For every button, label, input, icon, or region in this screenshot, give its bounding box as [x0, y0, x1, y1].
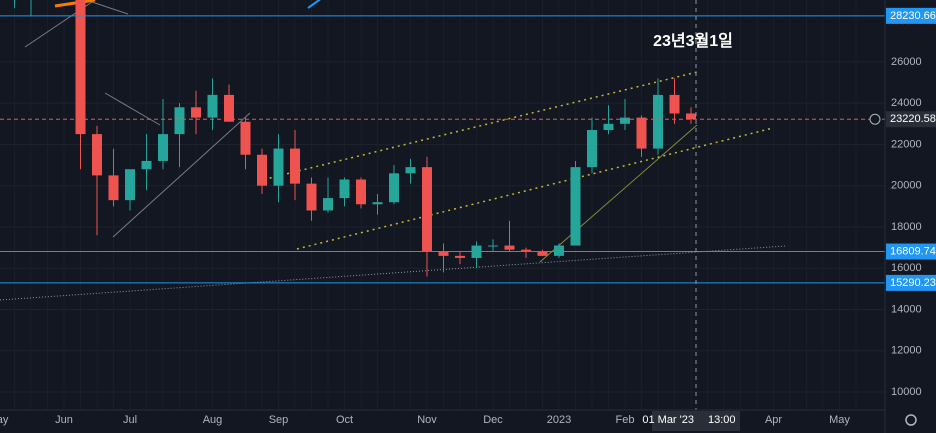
candle-body — [141, 160, 152, 170]
x-tick-label: Feb — [616, 414, 635, 426]
candle-body — [669, 94, 680, 114]
trend-line — [539, 124, 698, 263]
candle-body — [438, 251, 449, 256]
candle-body — [207, 94, 218, 118]
candle-body — [537, 251, 548, 256]
candle-body — [306, 183, 317, 211]
candle-body — [603, 123, 614, 130]
annotation: 23년3월1일 — [653, 31, 733, 50]
level-label: 16809.74 — [890, 245, 936, 257]
drawings — [0, 0, 786, 301]
arrow — [307, 0, 321, 9]
level-label-box — [886, 7, 936, 24]
y-tick-label: 22000 — [891, 138, 922, 150]
x-tick-label: May — [829, 414, 850, 426]
y-tick-label: 16000 — [891, 262, 922, 274]
x-tick-label: Oct — [336, 414, 353, 426]
candle-body — [191, 107, 201, 118]
candle-body — [356, 179, 366, 205]
channel-line — [296, 127, 774, 250]
candle-body — [389, 173, 399, 203]
add-alert-icon[interactable] — [869, 113, 881, 125]
trend-line — [91, 1, 129, 15]
candle-body — [323, 198, 333, 211]
x-tick-label: Nov — [417, 414, 437, 426]
candle-body — [422, 167, 432, 252]
candle-body — [636, 117, 647, 149]
candle-body — [174, 107, 185, 135]
crosshair-date: 01 Mar '23 — [642, 414, 694, 426]
candle-body — [92, 134, 102, 176]
candle-body — [290, 148, 300, 184]
level-label: 15290.23 — [890, 277, 936, 289]
trend-line — [0, 245, 786, 301]
level-label: 28230.66 — [890, 10, 936, 22]
y-tick-label: 24000 — [891, 97, 922, 109]
x-tick-label: Aug — [203, 414, 223, 426]
candle-body — [273, 148, 284, 186]
settings-icon[interactable] — [905, 414, 917, 426]
candle-body — [75, 0, 86, 135]
x-tick-label: Jul — [123, 414, 137, 426]
x-tick-label: Jun — [55, 414, 73, 426]
candle-body — [108, 175, 119, 201]
candle-body — [405, 167, 416, 174]
candle-body — [504, 245, 515, 250]
candle-body — [570, 167, 581, 246]
last-price-label: 23220.58 — [890, 113, 936, 125]
level-label-box — [886, 243, 936, 260]
trend-line — [54, 0, 96, 8]
candle-body — [339, 179, 350, 199]
candle-body — [224, 94, 234, 122]
candle-body — [686, 113, 696, 120]
y-tick-label: 12000 — [891, 345, 922, 357]
x-tick-label: May — [0, 414, 9, 426]
trend-line — [112, 112, 251, 238]
candle-body — [521, 249, 531, 252]
candle-body — [455, 255, 465, 258]
candle-body — [240, 121, 251, 155]
candle-body — [620, 117, 630, 124]
candle-body — [125, 169, 135, 201]
y-tick-label: 18000 — [891, 221, 922, 233]
candle-body — [554, 245, 564, 256]
y-tick-label: 26000 — [891, 56, 922, 68]
candle-body — [488, 245, 498, 247]
last-price-box — [886, 111, 936, 128]
candle-body — [372, 202, 383, 205]
x-tick-label: Apr — [765, 414, 782, 426]
candle-body — [653, 94, 663, 149]
y-tick-label: 10000 — [891, 386, 922, 398]
crosshair-time: 13:00 — [708, 414, 736, 426]
candle-body — [587, 129, 597, 168]
x-tick-label: 2023 — [547, 414, 571, 426]
candle-body — [257, 154, 267, 186]
x-tick-label: Sep — [269, 414, 289, 426]
y-tick-label: 20000 — [891, 180, 922, 192]
y-tick-label: 14000 — [891, 303, 922, 315]
candle-body — [158, 134, 168, 161]
level-label-box — [886, 274, 936, 291]
crosshair-label-box — [652, 411, 740, 431]
x-tick-label: Dec — [483, 414, 503, 426]
